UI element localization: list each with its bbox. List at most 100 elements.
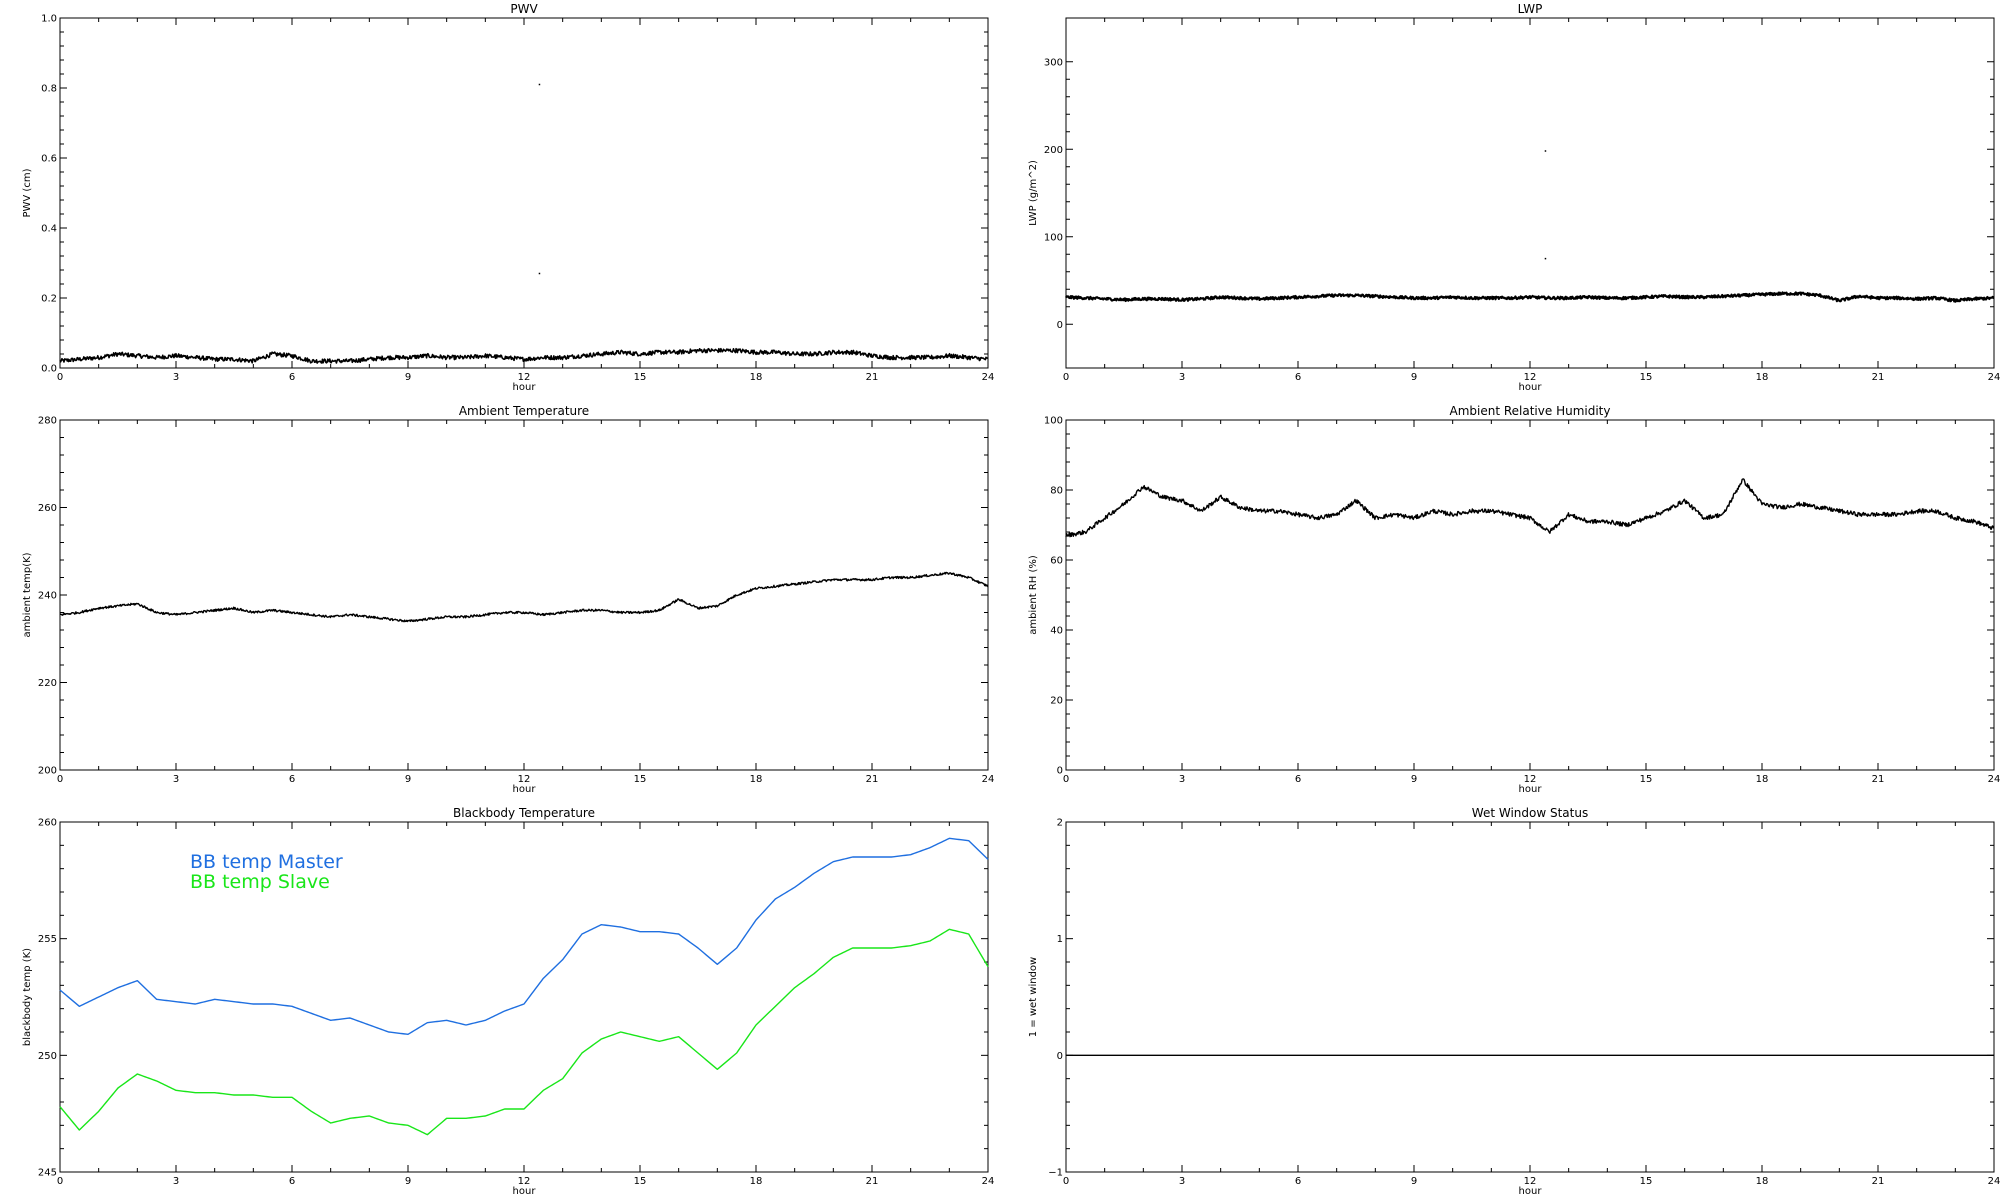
chart-title: Ambient Relative Humidity bbox=[1450, 404, 1611, 418]
legend-entry-1: BB temp Master bbox=[190, 851, 343, 873]
x-tick-label: 24 bbox=[1988, 774, 2000, 785]
chart-title: Ambient Temperature bbox=[459, 404, 589, 418]
y-tick-label: 280 bbox=[38, 416, 57, 427]
x-tick-label: 18 bbox=[750, 774, 763, 785]
y-axis-label: blackbody temp (K) bbox=[22, 948, 33, 1046]
x-tick-label: 3 bbox=[173, 372, 179, 383]
x-tick-label: 24 bbox=[982, 1176, 995, 1187]
x-axis-label: hour bbox=[513, 784, 537, 795]
chart-2: LWP 0 3 6 9 12 15 18 21 24 0 100 200 300 hour LWP (g/m^… bbox=[1028, 2, 2000, 393]
y-tick-label: 300 bbox=[1044, 57, 1063, 68]
y-tick-label: 80 bbox=[1050, 486, 1063, 497]
x-tick-label: 15 bbox=[1640, 372, 1653, 383]
y-tick-label: 40 bbox=[1050, 626, 1063, 637]
x-tick-label: 6 bbox=[289, 774, 295, 785]
x-tick-label: 15 bbox=[1640, 1176, 1653, 1187]
series-line-2 bbox=[59, 928, 989, 1136]
x-tick-label: 9 bbox=[1411, 1176, 1417, 1187]
y-axis-label: 1 = wet window bbox=[1028, 957, 1039, 1037]
outlier-point bbox=[538, 272, 541, 275]
x-tick-label: 18 bbox=[1756, 774, 1769, 785]
x-tick-label: 15 bbox=[634, 1176, 647, 1187]
y-tick-label: 0.2 bbox=[41, 294, 57, 305]
series-line-1 bbox=[59, 571, 989, 623]
plot-frame bbox=[59, 17, 989, 369]
series-line-1 bbox=[1065, 291, 1995, 303]
series-line-1 bbox=[59, 837, 989, 1036]
legend-entry-2: BB temp Slave bbox=[190, 871, 330, 893]
y-tick-label: 0.4 bbox=[41, 224, 57, 235]
y-tick-label: 245 bbox=[38, 1168, 57, 1179]
y-tick-label: 200 bbox=[38, 766, 57, 777]
x-tick-label: 24 bbox=[1988, 1176, 2000, 1187]
x-tick-label: 3 bbox=[1179, 1176, 1185, 1187]
chart-title: Blackbody Temperature bbox=[453, 806, 595, 820]
x-tick-label: 6 bbox=[1295, 774, 1301, 785]
y-tick-label: 240 bbox=[38, 591, 57, 602]
x-tick-label: 15 bbox=[634, 774, 647, 785]
x-tick-label: 18 bbox=[750, 372, 763, 383]
x-axis-label: hour bbox=[1519, 784, 1543, 795]
x-tick-label: 24 bbox=[1988, 372, 2000, 383]
chart-title: LWP bbox=[1518, 2, 1543, 16]
y-tick-label: 0 bbox=[1057, 766, 1063, 777]
x-tick-label: 21 bbox=[1872, 372, 1885, 383]
plot-frame bbox=[1065, 821, 1995, 1173]
y-axis-label: ambient temp(K) bbox=[22, 552, 33, 637]
y-tick-label: 2 bbox=[1057, 818, 1063, 829]
x-tick-label: 9 bbox=[1411, 774, 1417, 785]
x-tick-label: 3 bbox=[1179, 774, 1185, 785]
y-tick-label: 200 bbox=[1044, 145, 1063, 156]
x-tick-label: 0 bbox=[1063, 1176, 1069, 1187]
x-tick-label: 21 bbox=[866, 774, 879, 785]
x-tick-label: 9 bbox=[405, 774, 411, 785]
x-tick-label: 0 bbox=[1063, 774, 1069, 785]
x-tick-label: 12 bbox=[1524, 1176, 1537, 1187]
y-tick-label: 0 bbox=[1057, 1051, 1063, 1062]
y-axis-label: LWP (g/m^2) bbox=[1028, 160, 1039, 226]
plot-frame bbox=[1065, 419, 1995, 771]
x-tick-label: 6 bbox=[1295, 372, 1301, 383]
y-tick-label: 60 bbox=[1050, 556, 1063, 567]
outlier-point bbox=[1544, 257, 1547, 260]
x-tick-label: 12 bbox=[518, 774, 531, 785]
y-tick-label: 100 bbox=[1044, 232, 1063, 243]
y-tick-label: 1 bbox=[1057, 934, 1063, 945]
x-tick-label: 21 bbox=[1872, 774, 1885, 785]
chart-1: PWV 0 3 6 9 12 15 18 21 24 0.0 0.2 0.4 0.6 0.8 1.0 hour P… bbox=[22, 2, 994, 393]
x-tick-label: 0 bbox=[1063, 372, 1069, 383]
y-tick-label: 100 bbox=[1044, 416, 1063, 427]
y-axis-label: ambient RH (%) bbox=[1028, 555, 1039, 635]
y-tick-label: −1 bbox=[1048, 1168, 1063, 1179]
x-tick-label: 21 bbox=[1872, 1176, 1885, 1187]
y-tick-label: 0.8 bbox=[41, 84, 57, 95]
x-tick-label: 3 bbox=[173, 774, 179, 785]
chart-4: Ambient Relative Humidity 0 3 6 9 12 15 18 21 24 0… bbox=[1028, 404, 2000, 795]
x-axis-label: hour bbox=[1519, 1186, 1543, 1197]
series-line-1 bbox=[1065, 478, 1995, 538]
x-tick-label: 6 bbox=[289, 372, 295, 383]
series-line-1 bbox=[59, 347, 989, 364]
x-axis-label: hour bbox=[513, 382, 537, 393]
plot-frame bbox=[1065, 17, 1995, 369]
x-tick-label: 15 bbox=[634, 372, 647, 383]
outlier-point bbox=[538, 83, 541, 86]
chart-title: Wet Window Status bbox=[1472, 806, 1588, 820]
x-tick-label: 9 bbox=[405, 1176, 411, 1187]
x-tick-label: 21 bbox=[866, 372, 879, 383]
chart-title: PWV bbox=[510, 2, 538, 16]
x-tick-label: 9 bbox=[405, 372, 411, 383]
x-tick-label: 3 bbox=[173, 1176, 179, 1187]
chart-5: Blackbody Temperature 0 3 6 9 12 15 18 21 24 245 25… bbox=[22, 806, 994, 1197]
y-tick-label: 0 bbox=[1057, 320, 1063, 331]
chart-3: Ambient Temperature 0 3 6 9 12 15 18 21 24 200 220 2… bbox=[22, 404, 994, 795]
x-tick-label: 15 bbox=[1640, 774, 1653, 785]
outlier-point bbox=[1544, 150, 1547, 152]
y-tick-label: 255 bbox=[38, 934, 57, 945]
x-axis-label: hour bbox=[513, 1186, 537, 1197]
x-tick-label: 6 bbox=[1295, 1176, 1301, 1187]
x-tick-label: 12 bbox=[518, 372, 531, 383]
x-tick-label: 3 bbox=[1179, 372, 1185, 383]
y-tick-label: 0.6 bbox=[41, 154, 57, 165]
